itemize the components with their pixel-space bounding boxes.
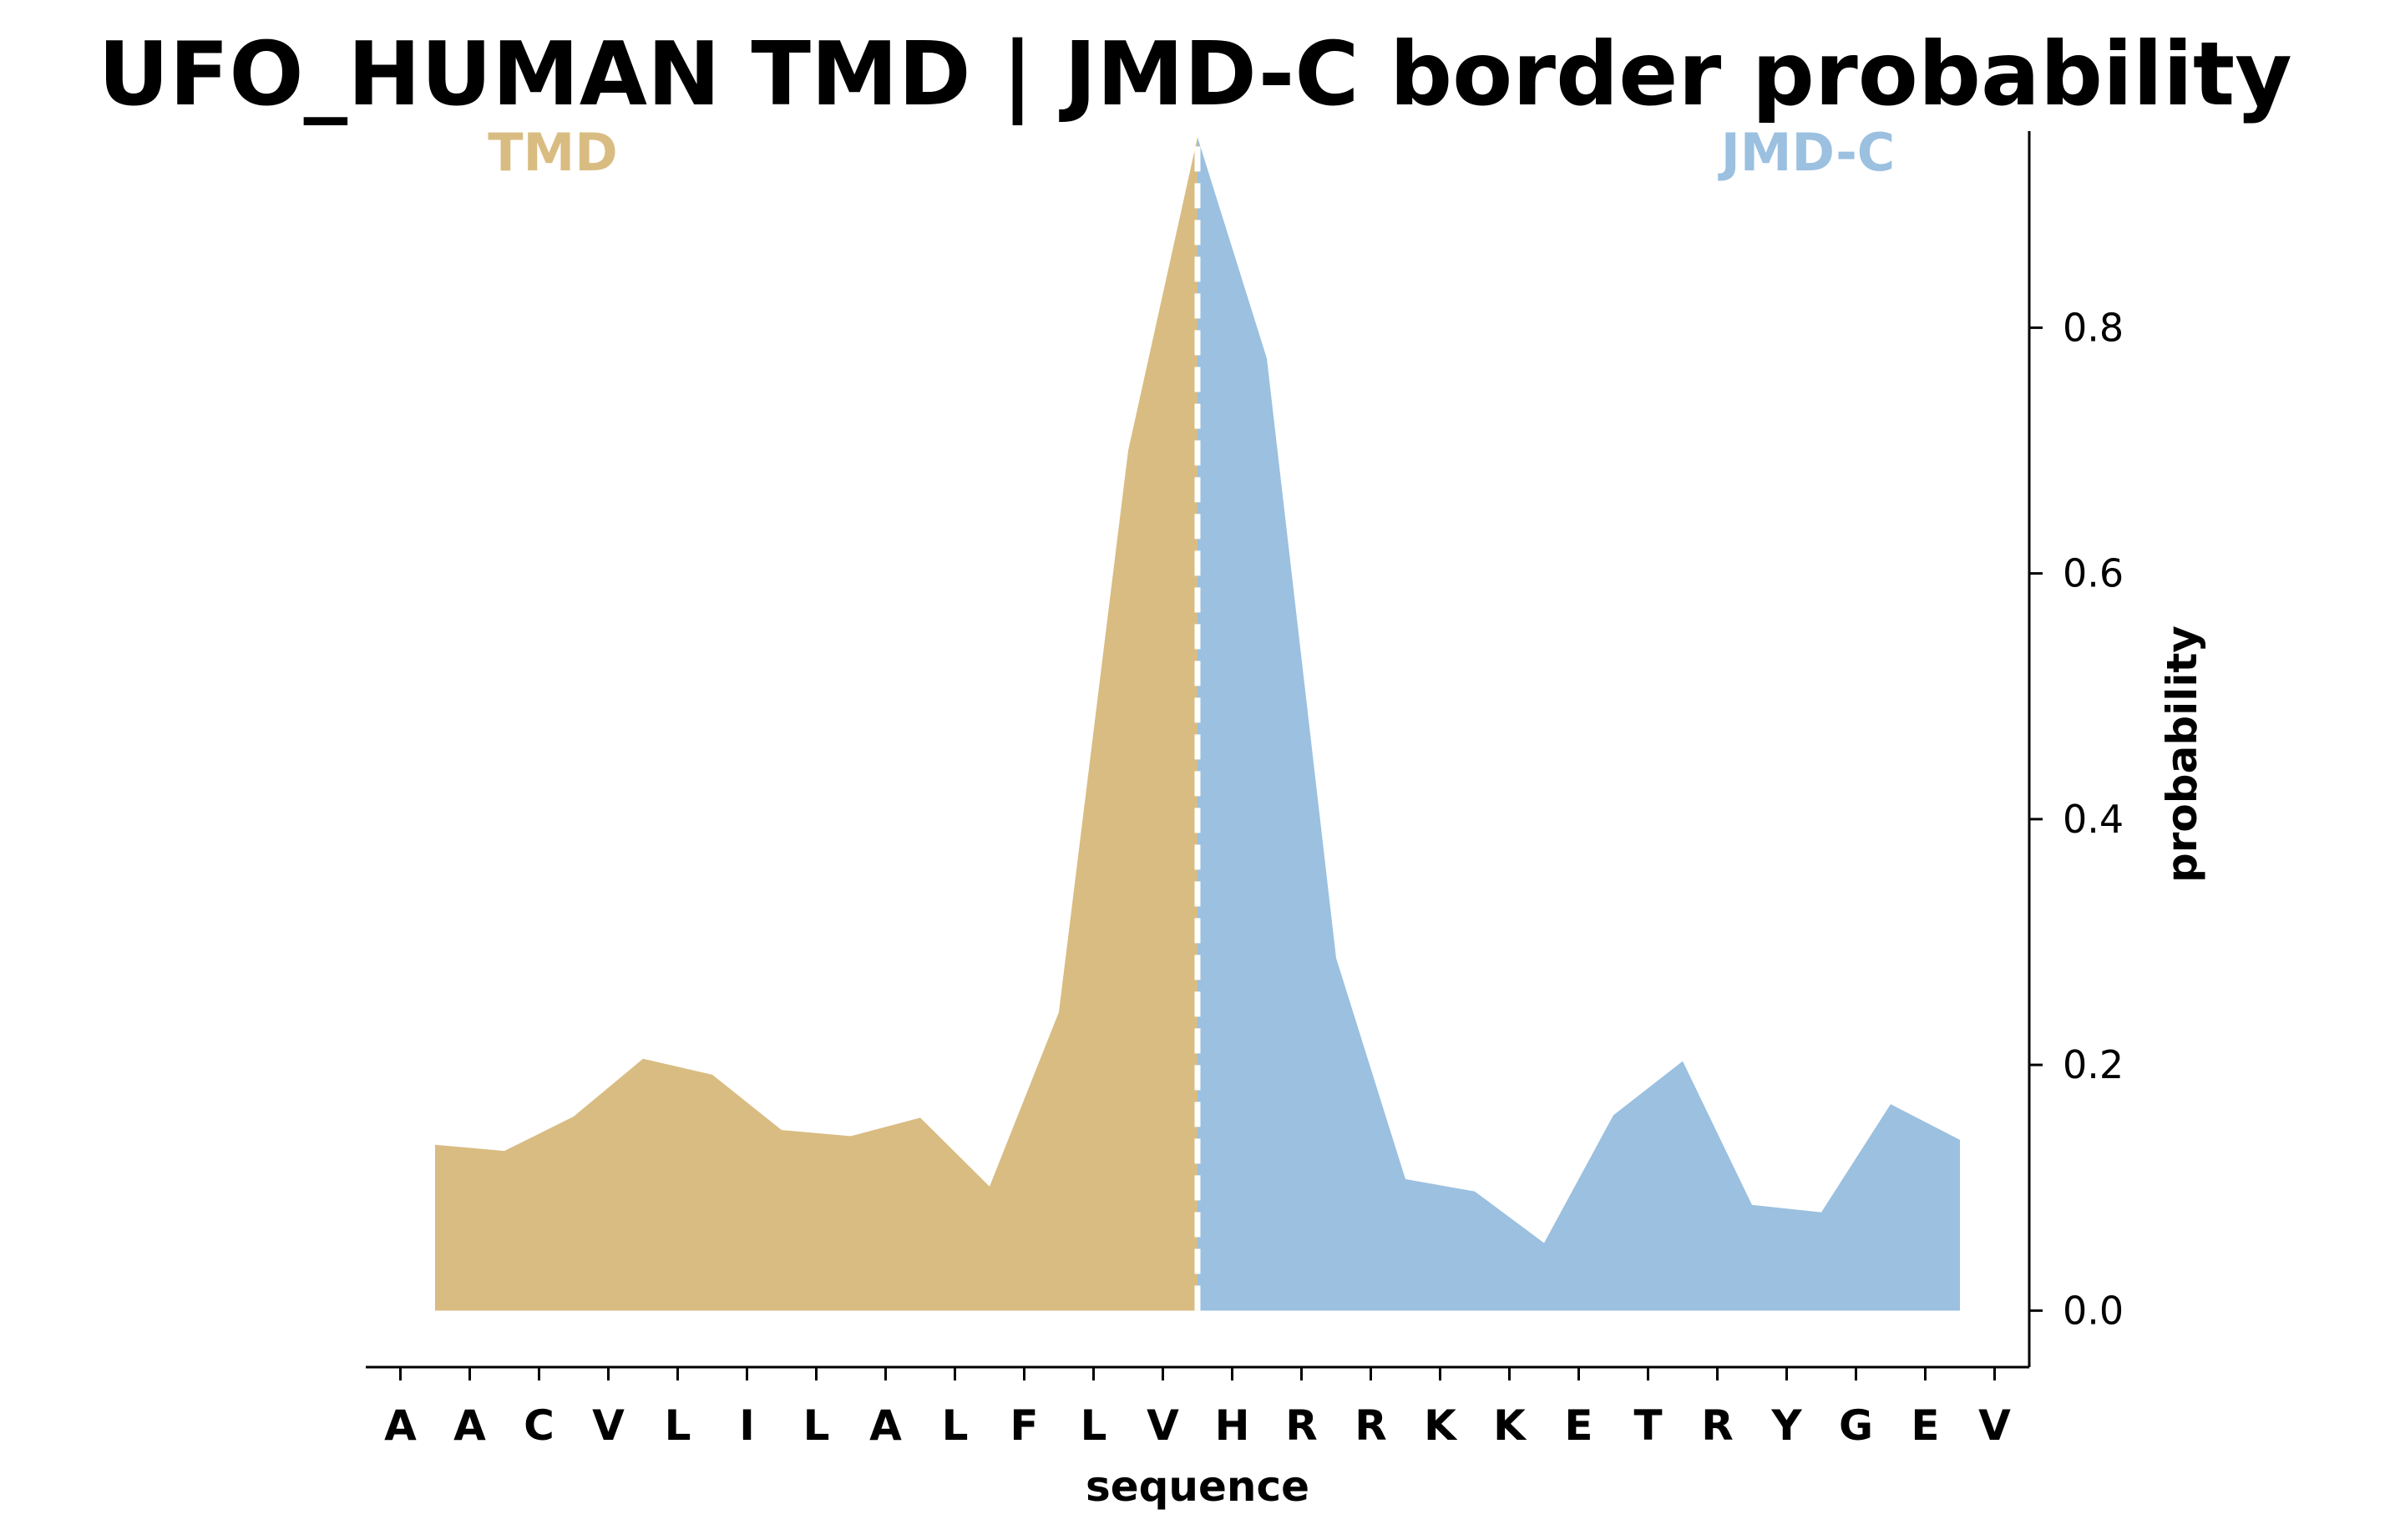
x-tick-label: C <box>524 1401 554 1450</box>
x-tick-label: T <box>1633 1401 1662 1450</box>
x-tick-label: A <box>453 1401 486 1450</box>
y-tick-label: 0.8 <box>2063 305 2124 350</box>
x-tick-label: R <box>1701 1401 1734 1450</box>
area-series-group <box>435 137 1960 1311</box>
chart-title: UFO_HUMAN TMD | JMD-C border probability <box>98 23 2291 126</box>
x-tick-label: R <box>1355 1401 1387 1450</box>
x-tick-label: V <box>1978 1401 2011 1450</box>
y-axis-title: probability <box>2158 626 2206 883</box>
x-tick-label: K <box>1424 1401 1458 1450</box>
area-series-jmd-c <box>1198 137 1960 1311</box>
x-tick-label: L <box>803 1401 830 1450</box>
x-tick-label: G <box>1839 1401 1873 1450</box>
x-tick-label: F <box>1010 1401 1038 1450</box>
x-tick-label: V <box>1147 1401 1179 1450</box>
x-axis-title: sequence <box>1086 1462 1309 1511</box>
x-tick-label: L <box>665 1401 691 1450</box>
region-label-jmd-c: JMD-C <box>1718 122 1896 183</box>
x-tick-label: R <box>1285 1401 1318 1450</box>
x-tick-label: E <box>1911 1401 1939 1450</box>
x-tick-label: I <box>739 1401 755 1450</box>
x-tick-label: E <box>1564 1401 1592 1450</box>
region-label-tmd: TMD <box>488 122 617 183</box>
y-tick-label: 0.4 <box>2063 797 2124 842</box>
y-tick-label: 0.2 <box>2063 1042 2124 1087</box>
x-tick-label: H <box>1215 1401 1250 1450</box>
y-tick-group: 0.0 0.2 0.4 0.6 0.8 <box>2029 305 2124 1333</box>
y-tick-label: 0.6 <box>2063 551 2124 596</box>
x-tick-label: V <box>592 1401 625 1450</box>
area-series-tmd <box>435 137 1198 1311</box>
x-tick-label: A <box>869 1401 902 1450</box>
y-tick-label: 0.0 <box>2063 1288 2124 1333</box>
x-tick-label: L <box>942 1401 969 1450</box>
x-tick-label: Y <box>1770 1401 1802 1450</box>
x-tick-label: L <box>1081 1401 1107 1450</box>
x-tick-label: K <box>1493 1401 1527 1450</box>
x-tick-label: A <box>384 1401 417 1450</box>
